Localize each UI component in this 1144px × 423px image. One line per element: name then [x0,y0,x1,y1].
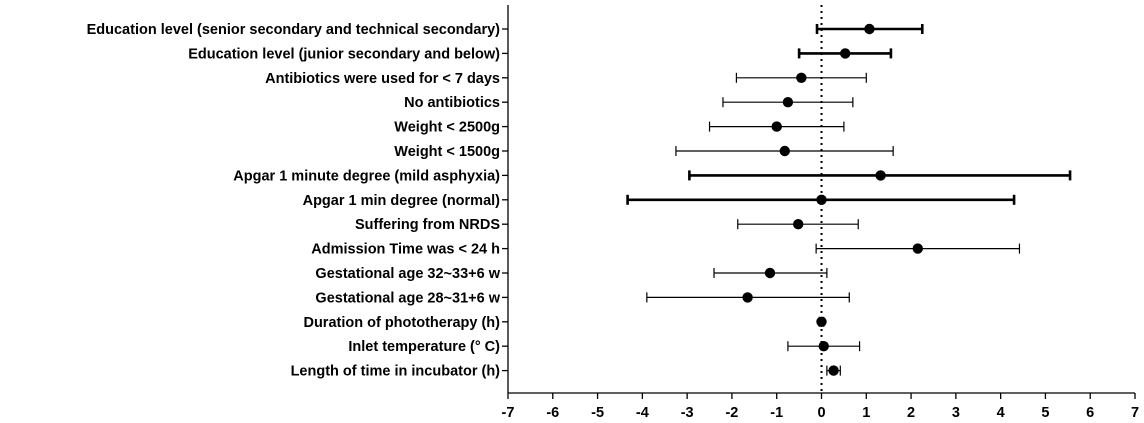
x-tick-label: 0 [817,405,825,421]
row-label: Length of time in incubator (h) [291,364,501,380]
x-tick-label: 7 [1131,405,1139,421]
estimate-point [875,170,886,181]
row-label: Weight < 2500g [394,120,500,136]
estimate-point [796,72,807,84]
x-tick-label: -3 [681,405,694,421]
estimate-point [779,145,790,157]
row-label: Inlet temperature (° C) [348,339,500,355]
x-tick-label: -7 [502,405,515,421]
row-label: Apgar 1 minute degree (mild asphyxia) [233,168,500,184]
estimate-point [771,121,782,132]
x-tick-label: 5 [1041,405,1049,421]
row-label: Gestational age 28~31+6 w [315,290,500,306]
estimate-point [828,365,839,376]
x-tick-label: 2 [907,405,915,421]
x-tick-label: -2 [725,405,738,421]
estimate-point [840,48,851,59]
x-tick-label: 3 [952,405,960,421]
x-tick-label: 4 [997,405,1005,421]
estimate-point [818,341,829,352]
estimate-point [816,194,827,205]
x-tick-label: -1 [770,405,783,421]
x-tick-label: -5 [591,405,604,421]
x-tick-label: -6 [546,405,559,421]
estimate-point [864,23,875,35]
row-label: Admission Time was < 24 h [311,242,500,258]
estimate-point [912,243,923,254]
x-tick-label: -4 [636,405,649,421]
row-label: Duration of phototherapy (h) [303,315,500,331]
x-tick-label: 1 [862,405,870,421]
estimate-point [742,292,753,303]
row-label: Suffering from NRDS [355,217,500,233]
row-label: Antibiotics were used for < 7 days [265,71,500,87]
row-label: Education level (senior secondary and te… [87,22,501,38]
estimate-point [782,97,794,108]
estimate-point [764,267,776,279]
row-label: Education level (junior secondary and be… [188,46,500,62]
row-label: Gestational age 32~33+6 w [315,266,500,282]
row-label: Apgar 1 min degree (normal) [303,193,501,209]
x-tick-label: 6 [1086,405,1094,421]
estimate-point [816,316,827,327]
row-label: No antibiotics [404,95,500,111]
estimate-point [793,219,804,230]
row-label: Weight < 1500g [394,144,500,160]
